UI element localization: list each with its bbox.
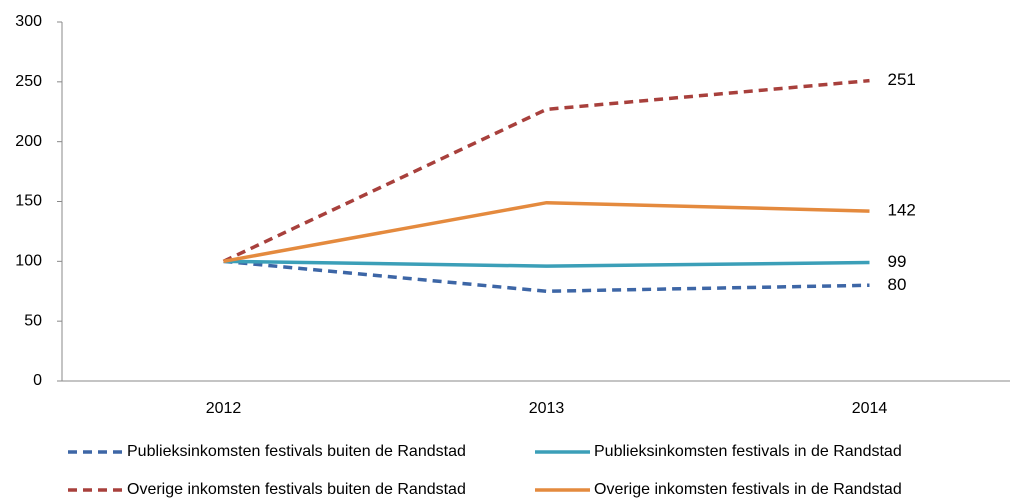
x-tick-label: 2014 bbox=[852, 400, 888, 417]
data-label: 142 bbox=[888, 201, 916, 220]
data-label: 80 bbox=[888, 275, 907, 294]
data-label: 99 bbox=[888, 252, 907, 271]
legend-label: Publieksinkomsten festivals in de Randst… bbox=[594, 443, 902, 460]
y-tick-label: 150 bbox=[15, 193, 42, 210]
data-label: 251 bbox=[888, 70, 916, 89]
y-tick-label: 300 bbox=[15, 13, 42, 30]
series-line bbox=[223, 259, 870, 294]
y-tick-label: 50 bbox=[24, 312, 42, 329]
series-line bbox=[223, 200, 870, 264]
series-line bbox=[222, 78, 870, 263]
x-tick-label: 2013 bbox=[529, 400, 565, 417]
legend-label: Overige inkomsten festivals buiten de Ra… bbox=[127, 481, 466, 498]
y-tick-label: 200 bbox=[15, 133, 42, 150]
y-tick-label: 250 bbox=[15, 73, 42, 90]
y-tick-label: 100 bbox=[15, 253, 42, 270]
legend-label: Publieksinkomsten festivals buiten de Ra… bbox=[127, 443, 466, 460]
legend-label: Overige inkomsten festivals in de Randst… bbox=[594, 481, 902, 498]
y-tick-label: 0 bbox=[33, 372, 42, 389]
series-line bbox=[223, 259, 870, 268]
x-tick-label: 2012 bbox=[206, 400, 242, 417]
